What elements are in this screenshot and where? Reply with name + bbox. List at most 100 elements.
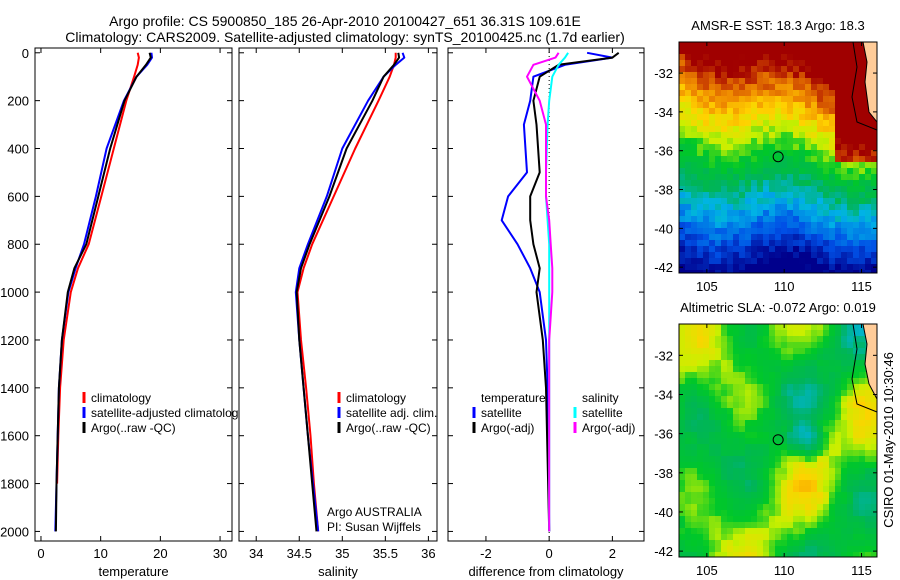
map-cell [745,192,751,198]
map-cell [847,264,853,270]
map-cell [865,156,871,162]
map-cell [787,474,793,480]
map-cell [679,444,685,450]
map-cell [763,462,769,468]
map-cell [679,528,685,534]
map-cell [715,438,721,444]
map-cell [871,522,877,528]
map-cell [763,474,769,480]
map-cell [805,234,811,240]
map-cell [715,102,721,108]
map-cell [829,78,835,84]
map-cell [715,246,721,252]
map-cell [721,162,727,168]
map-cell [721,432,727,438]
map-cell [835,144,841,150]
map-cell [847,468,853,474]
map-cell [757,420,763,426]
map-cell [697,126,703,132]
map-cell [817,264,823,270]
map-cell [733,264,739,270]
map-cell [829,498,835,504]
map-cell [829,522,835,528]
map-cell [829,108,835,114]
map-cell [679,168,685,174]
map-cell [829,84,835,90]
map-cell [739,378,745,384]
map-cell [697,240,703,246]
map-cell [799,546,805,552]
map-cell [829,378,835,384]
map-cell [727,48,733,54]
map-cell [715,192,721,198]
map-cell [679,78,685,84]
map-cell [745,438,751,444]
map-cell [817,84,823,90]
map-cell [751,162,757,168]
map-cell [817,426,823,432]
map-cell [817,534,823,540]
map-cell [727,510,733,516]
map-cell [763,120,769,126]
map-cell [733,504,739,510]
map-cell [853,240,859,246]
map-cell [763,378,769,384]
map-cell [853,228,859,234]
map-cell [817,402,823,408]
map-cell [685,210,691,216]
map-cell [805,474,811,480]
map-cell [823,258,829,264]
map-cell [799,240,805,246]
map-cell [757,468,763,474]
map-cell [793,408,799,414]
map-cell [763,498,769,504]
map-cell [799,216,805,222]
map-cell [871,480,877,486]
map-cell [727,108,733,114]
map-cell [853,546,859,552]
legend-header: salinity [582,391,619,405]
map-cell [829,456,835,462]
map-cell [697,504,703,510]
map-cell [733,486,739,492]
map-cell [757,540,763,546]
map-cell [811,378,817,384]
map-cell [805,42,811,48]
map-cell [811,60,817,66]
map-cell [823,444,829,450]
map-cell [799,426,805,432]
map-cell [829,354,835,360]
map-cell [733,528,739,534]
map-cell [745,270,751,273]
map-cell [733,120,739,126]
map-cell [835,534,841,540]
map-cell [745,150,751,156]
map-cell [787,240,793,246]
map-cell [787,84,793,90]
map-cell [859,168,865,174]
map-cell [697,186,703,192]
map-cell [697,234,703,240]
map-cell [733,468,739,474]
map-cell [697,228,703,234]
map-cell [685,222,691,228]
map-cell [727,516,733,522]
map-cell [835,126,841,132]
map-cell [787,498,793,504]
map-cell [769,144,775,150]
map-cell [853,162,859,168]
map-cell [811,372,817,378]
map-cell [721,444,727,450]
salinity-panel: 34 34.5 35 35.5 36salinityclimatologysatelli… [238,47,438,579]
map-cell [769,180,775,186]
map-cell [829,348,835,354]
map-cell [697,522,703,528]
map-cell [841,402,847,408]
map-cell [871,234,877,240]
map-cell [733,240,739,246]
map-cell [859,504,865,510]
map-cell [835,252,841,258]
map-cell [799,396,805,402]
map-cell [835,264,841,270]
map-cell [865,120,871,126]
